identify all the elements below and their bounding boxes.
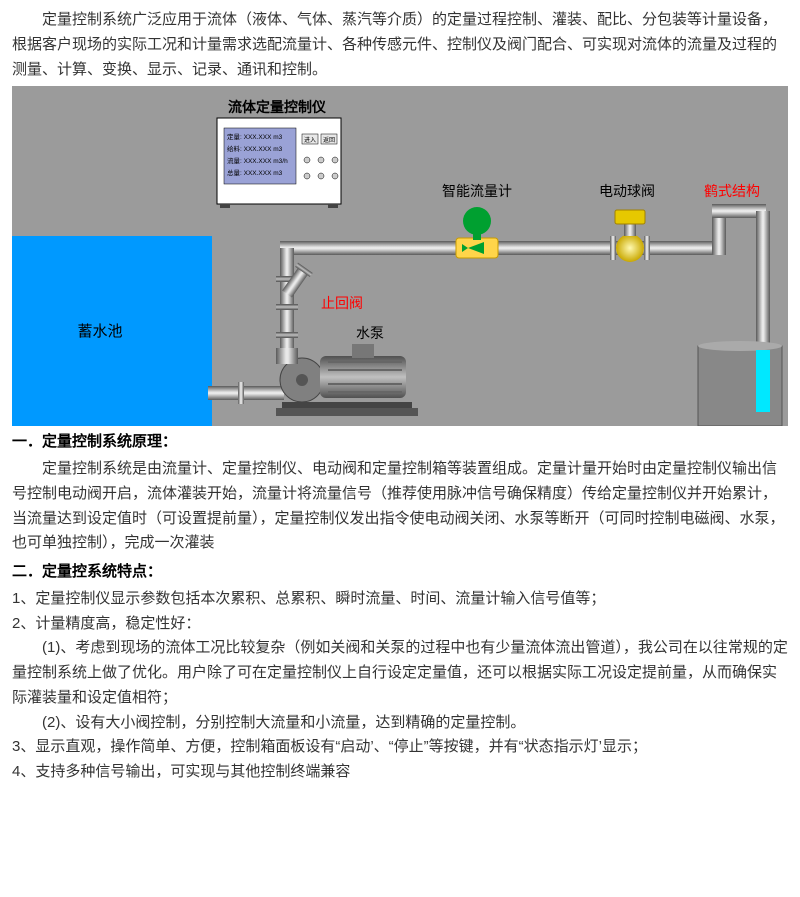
svg-text:返回: 返回 bbox=[323, 137, 335, 144]
system-diagram: 流体定量控制仪 定量: XXX.XXX m3 给料: XXX.XXX m3 流量… bbox=[12, 86, 788, 426]
intro-paragraph: 定量控制系统广泛应用于流体（液体、气体、蒸汽等介质）的定量过程控制、灌装、配比、… bbox=[12, 8, 788, 82]
feature-1: 1、定量控制仪显示参数包括本次累积、总累积、瞬时流量、时间、流量计输入信号值等； bbox=[12, 587, 788, 612]
svg-text:总量: XXX.XXX m3: 总量: XXX.XXX m3 bbox=[227, 168, 283, 177]
section1-body: 定量控制系统是由流量计、定量控制仪、电动阀和定量控制箱等装置组成。定量计量开始时… bbox=[12, 457, 788, 556]
feature-2-2: (2)、设有大小阀控制，分别控制大流量和小流量，达到精确的定量控制。 bbox=[12, 711, 788, 736]
valve-label: 电动球阀 bbox=[599, 183, 655, 199]
section2-heading: 二．定量控系统特点： bbox=[12, 560, 788, 585]
svg-text:流量: XXX.XXX m3/h: 流量: XXX.XXX m3/h bbox=[227, 156, 288, 165]
pump-label: 水泵 bbox=[356, 325, 384, 341]
section1-heading: 一．定量控制系统原理： bbox=[12, 430, 788, 455]
check-valve-label: 止回阀 bbox=[321, 295, 363, 311]
controller-title: 流体定量控制仪 bbox=[228, 99, 327, 115]
svg-text:给料: XXX.XXX m3: 给料: XXX.XXX m3 bbox=[227, 144, 283, 153]
svg-text:进入: 进入 bbox=[304, 136, 316, 144]
feature-2: 2、计量精度高，稳定性好： bbox=[12, 612, 788, 637]
feature-3: 3、显示直观，操作简单、方便，控制箱面板设有“启动’、“停止”等按键，并有“状态… bbox=[12, 735, 788, 760]
svg-text:定量: XXX.XXX m3: 定量: XXX.XXX m3 bbox=[227, 132, 283, 141]
feature-2-1: (1)、考虑到现场的流体工况比较复杂（例如关阀和关泵的过程中也有少量流体流出管道… bbox=[12, 636, 788, 710]
flowmeter-label: 智能流量计 bbox=[442, 183, 512, 199]
ball-valve-icon bbox=[610, 210, 650, 262]
crane-label: 鹤式结构 bbox=[704, 183, 760, 199]
feature-4: 4、支持多种信号输出，可实现与其他控制终端兼容 bbox=[12, 760, 788, 785]
tank-label: 蓄水池 bbox=[77, 323, 122, 340]
